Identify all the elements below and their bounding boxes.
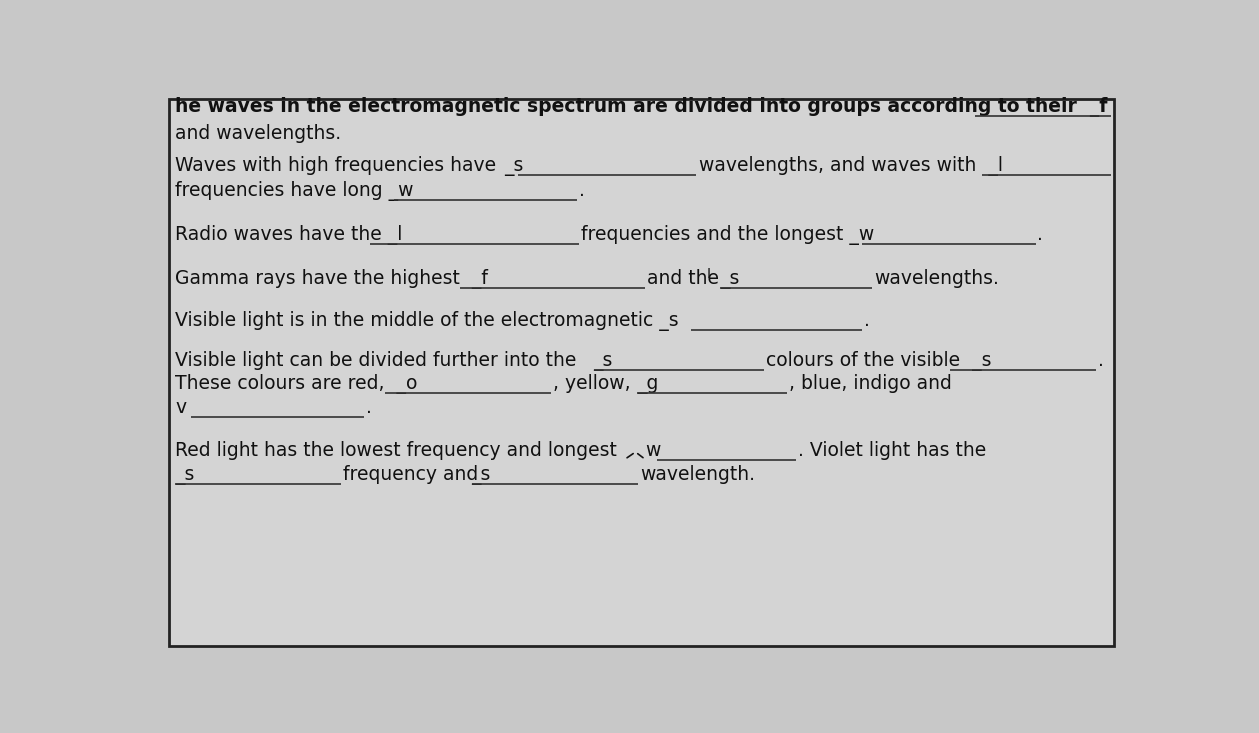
Text: colours of the visible  _s: colours of the visible _s <box>767 350 992 371</box>
Text: Radio waves have the _l: Radio waves have the _l <box>175 225 403 246</box>
Text: _s: _s <box>504 158 524 177</box>
Text: .: . <box>864 311 870 330</box>
FancyBboxPatch shape <box>169 99 1114 646</box>
Text: . Violet light has the: . Violet light has the <box>798 441 987 460</box>
Text: Gamma rays have the highest  _f: Gamma rays have the highest _f <box>175 269 487 290</box>
Text: .: . <box>1037 225 1044 244</box>
Text: and wavelengths.: and wavelengths. <box>175 124 341 143</box>
Text: , blue, indigo and: , blue, indigo and <box>788 375 952 394</box>
Text: wavelengths, and waves with  _l: wavelengths, and waves with _l <box>699 156 1003 177</box>
Text: _g: _g <box>637 375 658 394</box>
Text: Waves with high frequencies have: Waves with high frequencies have <box>175 156 496 175</box>
Text: _s: _s <box>720 270 740 290</box>
Text: v: v <box>175 398 186 417</box>
Text: These colours are red,  _o: These colours are red, _o <box>175 375 417 394</box>
Text: .: . <box>366 398 373 417</box>
Text: , yellow,: , yellow, <box>553 375 631 394</box>
Text: .: . <box>579 181 584 200</box>
Text: frequencies and the longest _w: frequencies and the longest _w <box>580 225 874 246</box>
Text: frequencies have long _w: frequencies have long _w <box>175 181 413 202</box>
Text: w: w <box>646 441 661 460</box>
Text: _s: _s <box>472 466 491 485</box>
Text: frequency and: frequency and <box>342 465 478 485</box>
Text: Visible light is in the middle of the electromagnetic _s: Visible light is in the middle of the el… <box>175 311 679 331</box>
Text: _s: _s <box>593 352 613 371</box>
Text: Visible light can be divided further into the: Visible light can be divided further int… <box>175 350 577 369</box>
Text: I: I <box>706 267 711 281</box>
Text: wavelength.: wavelength. <box>641 465 755 485</box>
Text: Red light has the lowest frequency and longest: Red light has the lowest frequency and l… <box>175 441 617 460</box>
Text: _s: _s <box>175 466 194 485</box>
Text: and the: and the <box>647 269 719 288</box>
Text: wavelengths.: wavelengths. <box>875 269 1000 288</box>
Text: he waves in the electromagnetic spectrum are divided into groups according to th: he waves in the electromagnetic spectrum… <box>175 97 1108 117</box>
Text: .: . <box>1098 350 1104 369</box>
